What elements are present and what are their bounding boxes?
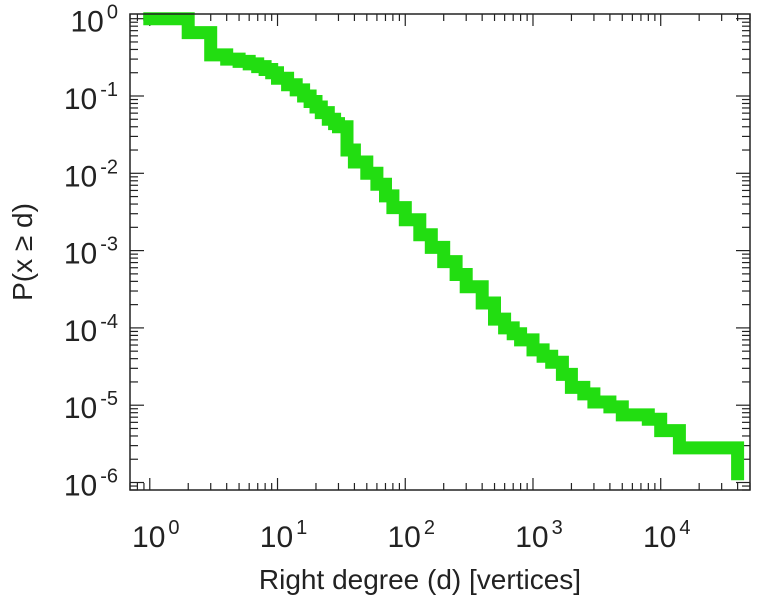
y-tick-label: 10 -1 [64, 79, 118, 116]
x-tick-label: 10 4 [643, 517, 691, 554]
x-tick-label: 10 1 [260, 517, 308, 554]
series-line [143, 12, 745, 481]
x-tick-label: 10 3 [515, 517, 563, 554]
tick-marks [129, 14, 751, 491]
x-tick-label: 10 2 [388, 517, 436, 554]
tick-labels: 10 0 10 1 10 2 10 3 10 4 10 0 10 -1 10 -2 10 -3 10 -4 10 -5 10… [64, 2, 691, 554]
y-tick-label: 10 -4 [64, 311, 118, 348]
y-tick-label: 10 -6 [64, 466, 118, 503]
y-tick-label: 10 -5 [64, 388, 118, 425]
x-tick-label: 10 0 [132, 517, 180, 554]
x-axis-title: Right degree (d) [vertices] [259, 564, 581, 595]
y-axis-title: P(x ≥ d) [7, 203, 38, 301]
plot-frame [129, 13, 751, 491]
y-tick-label: 10 -3 [64, 234, 118, 271]
y-tick-label: 10 0 [71, 2, 119, 39]
y-tick-label: 10 -2 [64, 156, 118, 193]
